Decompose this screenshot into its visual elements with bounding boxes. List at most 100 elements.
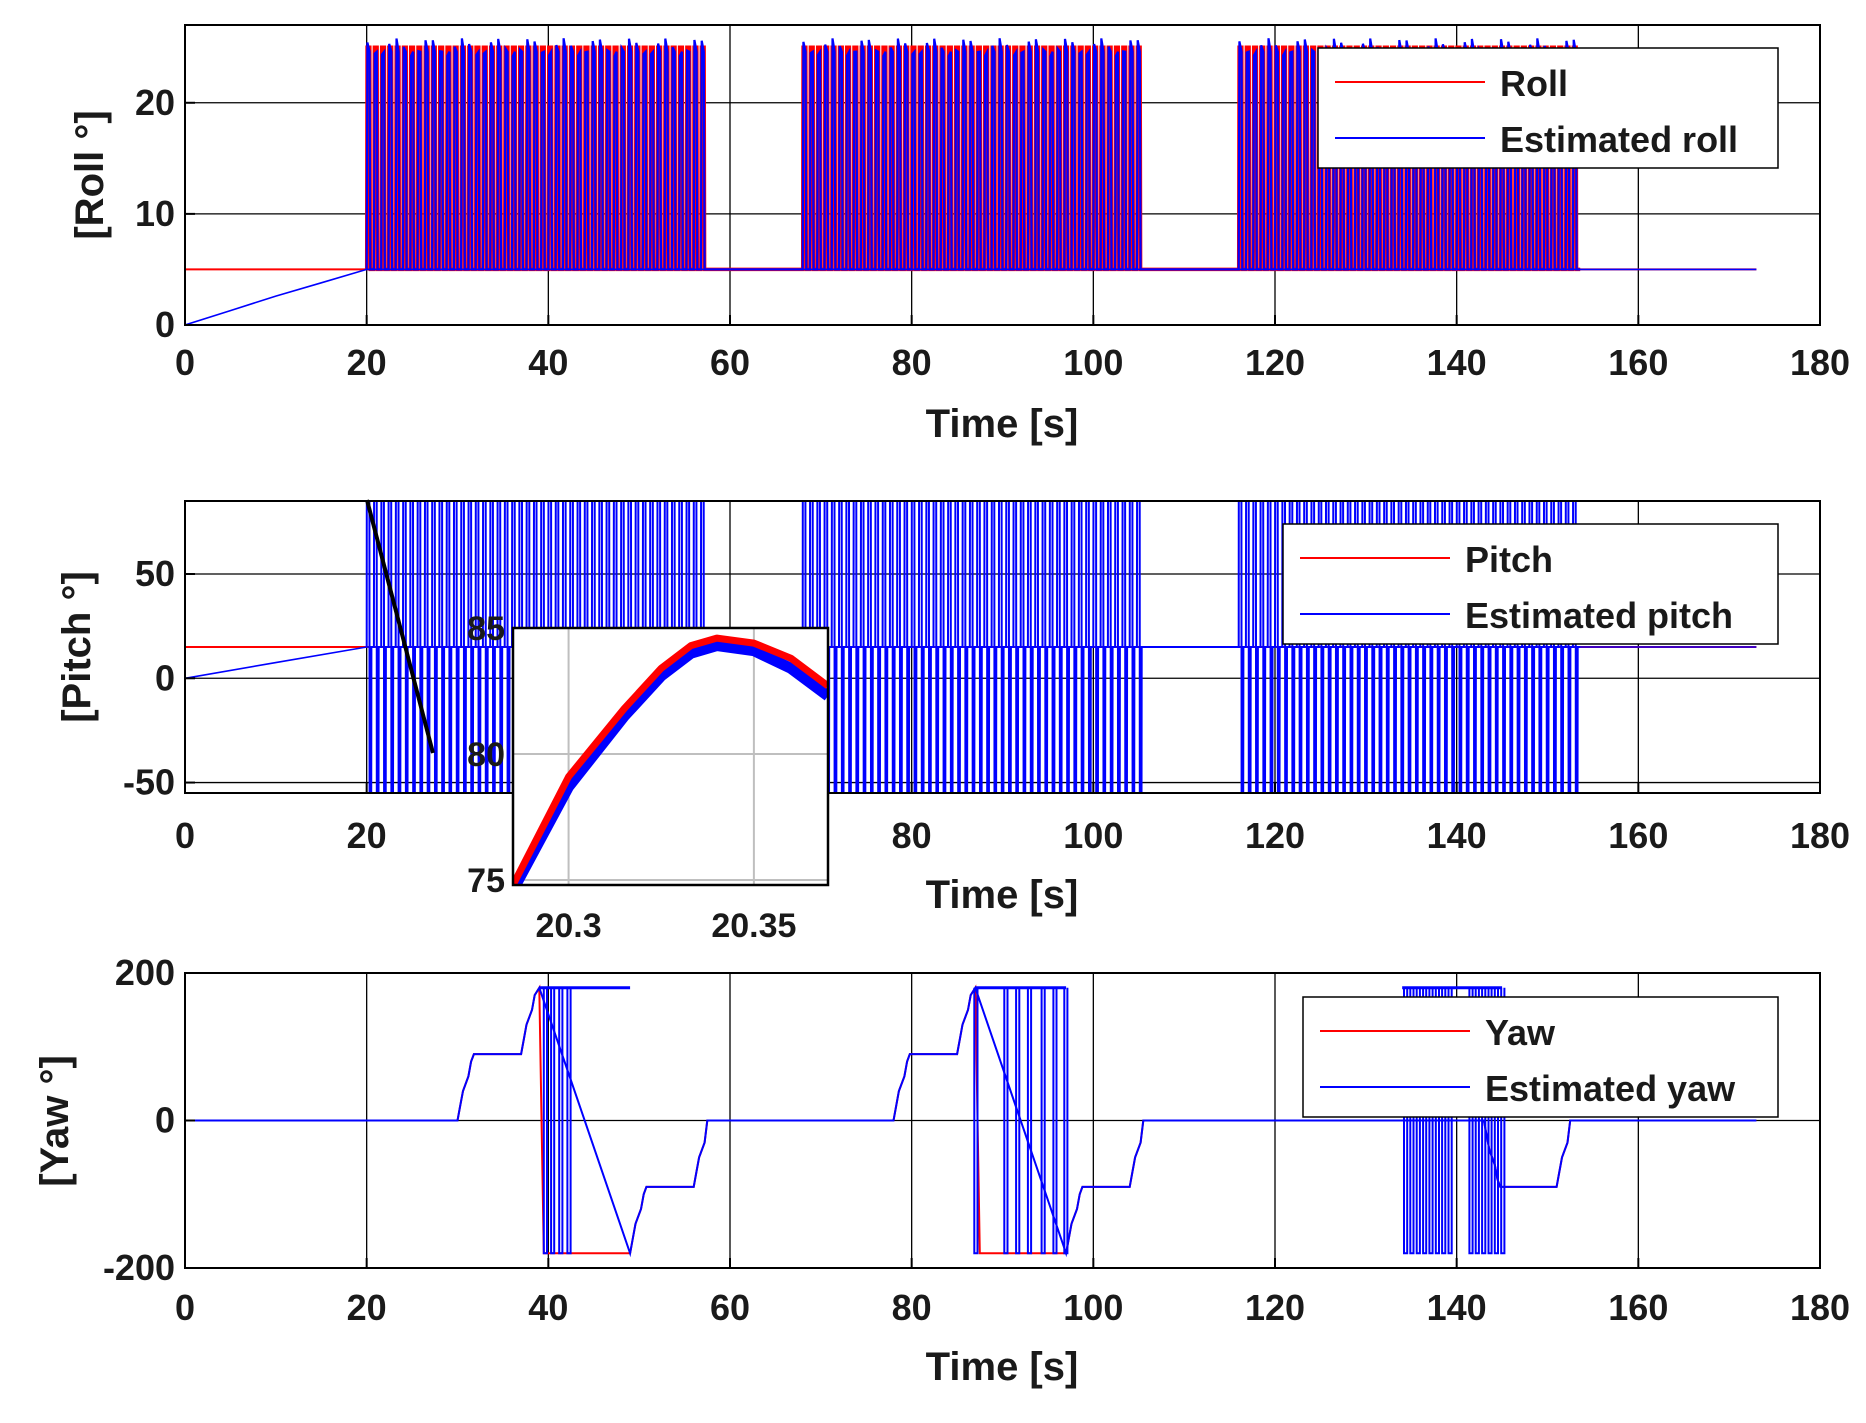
- roll-xtick-label-1: 20: [347, 342, 387, 383]
- inset-grid: [513, 628, 828, 885]
- roll-ticks: 0 20 40 60 80 100 120 140 160 180 0 10 20: [135, 82, 1850, 383]
- pitch-xtick-label-4: 80: [892, 815, 932, 856]
- pitch-legend: Pitch Estimated pitch: [1282, 523, 1779, 645]
- yaw-legend-label-estimate: Estimated yaw: [1485, 1068, 1736, 1109]
- yaw-legend-box: [1302, 996, 1779, 1118]
- yaw-wrap-spike-22: [1487, 987, 1493, 1255]
- yaw-wrap-spike-1: [550, 987, 556, 1255]
- yaw-wrap-spike-15: [1428, 987, 1434, 1255]
- yaw-ylabel: [Yaw °]: [33, 1055, 77, 1187]
- yaw-ytick-label-2: 200: [115, 952, 175, 993]
- yaw-xtick-label-7: 140: [1427, 1287, 1487, 1328]
- roll-ytick-label-2: 20: [135, 82, 175, 123]
- yaw-wrap-spike-9: [1052, 987, 1058, 1255]
- pitch-xtick-label-0: 0: [175, 815, 195, 856]
- inset-series: [513, 634, 828, 885]
- yaw-legend-label-truth: Yaw: [1485, 1012, 1556, 1053]
- pitch-xtick-label-8: 160: [1608, 815, 1668, 856]
- yaw-xlabel: Time [s]: [926, 1345, 1079, 1389]
- roll-xtick-label-5: 100: [1063, 342, 1123, 383]
- yaw-wrap-spike-24: [1500, 987, 1506, 1255]
- roll-xtick-label-4: 80: [892, 342, 932, 383]
- yaw-xtick-label-6: 120: [1245, 1287, 1305, 1328]
- yaw-ytick-label-0: -200: [103, 1247, 175, 1288]
- yaw-wrap-spike-4: [973, 987, 979, 1255]
- pitch-xtick-label-5: 100: [1063, 815, 1123, 856]
- roll-xtick-label-7: 140: [1427, 342, 1487, 383]
- yaw-wrap-spike-18: [1447, 987, 1453, 1255]
- pitch-xtick-label-1: 20: [347, 815, 387, 856]
- yaw-wrap-spike-13: [1415, 987, 1421, 1255]
- pitch-legend-label-estimate: Estimated pitch: [1465, 595, 1733, 636]
- yaw-legend: Yaw Estimated yaw: [1302, 996, 1779, 1118]
- roll-xtick-label-9: 180: [1790, 342, 1850, 383]
- yaw-series: [185, 984, 1757, 1258]
- yaw-xtick-label-1: 20: [347, 1287, 387, 1328]
- yaw-wrap-spike-7: [1026, 987, 1033, 1255]
- inset-line-truth: [513, 634, 828, 885]
- pitch-ytick-label-1: 0: [155, 657, 175, 698]
- roll-ytick-label-1: 10: [135, 193, 175, 234]
- roll-ylabel: [Roll °]: [68, 110, 112, 239]
- pitch-legend-label-truth: Pitch: [1465, 539, 1553, 580]
- inset-ytick-label-1: 80: [467, 736, 505, 774]
- roll-legend: Roll Estimated roll: [1317, 47, 1779, 169]
- yaw-wrap-spike-16: [1434, 987, 1440, 1255]
- inset-axes-box: [511, 626, 830, 887]
- yaw-xtick-label-9: 180: [1790, 1287, 1850, 1328]
- pitch-zoom-inset: 20.3 20.35 75 80 85: [467, 610, 830, 945]
- yaw-xtick-label-4: 80: [892, 1287, 932, 1328]
- roll-legend-label-estimate: Estimated roll: [1500, 119, 1738, 160]
- roll-xtick-label-6: 120: [1245, 342, 1305, 383]
- roll-xtick-label-8: 160: [1608, 342, 1668, 383]
- inset-line-estimate: [513, 640, 828, 885]
- yaw-wrap-spike-12: [1409, 987, 1415, 1255]
- yaw-wrap-spike-21: [1481, 987, 1487, 1255]
- yaw-xtick-label-0: 0: [175, 1287, 195, 1328]
- roll-xlabel: Time [s]: [926, 402, 1079, 446]
- yaw-xtick-label-5: 100: [1063, 1287, 1123, 1328]
- roll-legend-label-truth: Roll: [1500, 63, 1568, 104]
- yaw-wrap-spike-11: [1403, 987, 1409, 1255]
- yaw-xtick-label-3: 60: [710, 1287, 750, 1328]
- roll-xtick-label-3: 60: [710, 342, 750, 383]
- roll-axes-box: [184, 24, 1821, 326]
- yaw-wrap-spike-0: [542, 987, 548, 1255]
- yaw-xtick-label-8: 160: [1608, 1287, 1668, 1328]
- yaw-wrap-spike-5: [1003, 987, 1009, 1255]
- yaw-wrap-spike-14: [1422, 987, 1428, 1255]
- pitch-ytick-label-2: 50: [135, 553, 175, 594]
- roll-panel: 0 20 40 60 80 100 120 140 160 180 0 10 20 Time [s] […: [68, 24, 1850, 446]
- yaw-ytick-label-1: 0: [155, 1100, 175, 1141]
- pitch-xtick-label-7: 140: [1427, 815, 1487, 856]
- pitch-legend-box: [1282, 523, 1779, 645]
- yaw-wrap-spike-2: [558, 987, 564, 1255]
- yaw-wrap-spike-19: [1468, 987, 1474, 1255]
- zoom-pointer-line: [365, 499, 435, 754]
- roll-xtick-label-0: 0: [175, 342, 195, 383]
- yaw-wrap-spike-10: [1063, 987, 1069, 1255]
- pitch-ylabel: [Pitch °]: [55, 571, 99, 723]
- pitch-axes-box: [184, 500, 1821, 794]
- pitch-line-estimate-oscillation: [365, 501, 1581, 793]
- yaw-wrap-spike-3: [566, 987, 572, 1255]
- inset-ticks: 20.3 20.35 75 80 85: [467, 610, 796, 945]
- yaw-wrap-spike-20: [1474, 987, 1480, 1255]
- inset-ytick-label-2: 85: [467, 610, 505, 648]
- pitch-xlabel: Time [s]: [926, 873, 1079, 917]
- yaw-wrap-spike-8: [1040, 987, 1046, 1255]
- inset-ytick-label-0: 75: [467, 862, 505, 900]
- yaw-wrap-spike-23: [1493, 987, 1499, 1255]
- yaw-wrap-spike-17: [1441, 987, 1447, 1255]
- yaw-xtick-label-2: 40: [528, 1287, 568, 1328]
- pitch-series: [185, 501, 1757, 793]
- pitch-xtick-label-6: 120: [1245, 815, 1305, 856]
- inset-xtick-label-1: 20.35: [711, 907, 796, 945]
- pitch-xtick-label-9: 180: [1790, 815, 1850, 856]
- pitch-ytick-label-0: -50: [123, 762, 175, 803]
- roll-ytick-label-0: 0: [155, 304, 175, 345]
